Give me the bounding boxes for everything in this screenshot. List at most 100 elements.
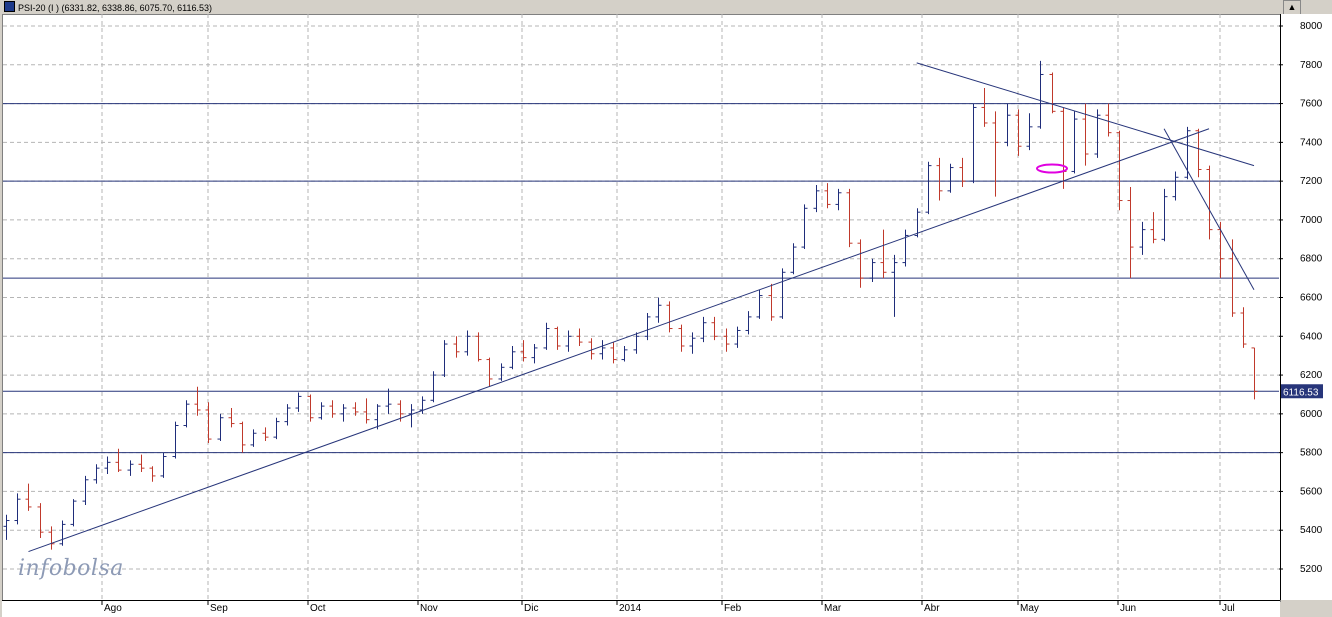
ohlc-bar xyxy=(318,402,325,420)
y-tick-label: 5400 xyxy=(1300,525,1323,536)
ohlc-bar xyxy=(1116,130,1123,211)
ohlc-bar xyxy=(104,456,111,474)
ohlc-bar xyxy=(734,326,741,348)
ohlc-bar xyxy=(127,460,134,476)
ohlc-bar xyxy=(531,344,538,364)
ohlc-bar xyxy=(475,332,482,362)
ohlc-bar xyxy=(835,188,842,211)
ohlc-bar xyxy=(869,258,876,282)
trendline-support xyxy=(28,128,1210,553)
x-tick-label: 2014 xyxy=(619,603,642,614)
ohlc-bar xyxy=(1240,307,1247,348)
ohlc-bar xyxy=(205,402,212,443)
ohlc-bar xyxy=(959,157,966,187)
ohlc-bar xyxy=(1127,186,1134,279)
ohlc-bar xyxy=(160,452,167,478)
ohlc-bar xyxy=(453,336,460,358)
x-axis xyxy=(2,600,1280,617)
x-tick-label: Abr xyxy=(924,603,940,614)
ohlc-bar xyxy=(599,340,606,360)
ohlc-bar xyxy=(756,289,763,319)
ohlc-bar xyxy=(1060,107,1067,189)
x-tick-label: Mar xyxy=(824,603,842,614)
ohlc-bar xyxy=(3,514,10,540)
ohlc-bar xyxy=(813,185,820,213)
ohlc-bar xyxy=(1150,212,1157,244)
ohlc-bar xyxy=(655,297,662,323)
trendline-short-term xyxy=(1163,128,1255,290)
ohlc-bar xyxy=(711,316,718,341)
ohlc-bar xyxy=(295,392,302,412)
ohlc-bar xyxy=(217,413,224,442)
ohlc-bar xyxy=(284,404,291,426)
ohlc-bar xyxy=(678,324,685,352)
ohlc-bar xyxy=(700,316,707,343)
ohlc-bar xyxy=(565,330,572,352)
ohlc-bar xyxy=(172,421,179,459)
ohlc-bar xyxy=(1037,60,1044,129)
y-tick-label: 6600 xyxy=(1300,293,1323,304)
y-tick-label: 6200 xyxy=(1300,370,1323,381)
ohlc-bar xyxy=(1071,111,1078,174)
ohlc-bar xyxy=(93,464,100,484)
y-tick-label: 7200 xyxy=(1300,176,1323,187)
ohlc-bar xyxy=(1172,171,1179,201)
chart-icon xyxy=(4,1,15,12)
ohlc-bar xyxy=(82,475,89,506)
trendline-resistance xyxy=(916,62,1255,167)
ohlc-bar xyxy=(779,268,786,319)
ohlc-bar xyxy=(273,417,280,440)
ohlc-bar xyxy=(947,163,954,193)
ohlc-bar xyxy=(992,111,999,197)
ohlc-bar xyxy=(1251,347,1258,400)
y-tick-labels: 5200 5400 5600 5800 6000 6200 6400 6600 6800 7000… xyxy=(1279,21,1323,575)
ohlc-bar xyxy=(1206,165,1213,240)
ohlc-bar xyxy=(1195,128,1202,178)
ohlc-bar xyxy=(307,394,314,422)
ohlc-bar xyxy=(363,398,370,424)
ohlc-bar xyxy=(1015,109,1022,156)
plot-area[interactable] xyxy=(2,14,1281,602)
x-tick-label: Ago xyxy=(104,603,122,614)
y-tick-label: 6800 xyxy=(1300,254,1323,265)
ohlc-bar xyxy=(846,188,853,248)
ohlc-bar xyxy=(1082,103,1089,166)
x-tick-labels: Ago Sep Oct Nov Dic 2014 Feb Mar Abr May Jun Jul xyxy=(101,600,1235,614)
ohlc-bar xyxy=(1105,103,1112,137)
grid xyxy=(3,14,1279,600)
ohlc-bar xyxy=(644,313,651,341)
chart-title-bar: PSI-20 (I ) (6331.82, 6338.86, 6075.70, … xyxy=(2,1,1282,14)
ohlc-bar xyxy=(768,283,775,321)
ohlc-bar xyxy=(194,386,201,416)
ohlc-bar xyxy=(48,526,55,550)
ohlc-bar xyxy=(352,402,359,416)
ohlc-bar xyxy=(430,371,437,403)
last-price-marker: 6116.53 xyxy=(1281,384,1323,399)
ohlc-bar xyxy=(723,328,730,352)
highlight-ellipse xyxy=(1036,163,1068,174)
ohlc-bar xyxy=(149,466,156,482)
chart-title: PSI-20 (I ) (6331.82, 6338.86, 6075.70, … xyxy=(18,3,212,13)
horizontal-levels xyxy=(3,103,1279,454)
ohlc-bar xyxy=(824,183,831,209)
ohlc-bar xyxy=(239,421,246,453)
y-tick-label: 5600 xyxy=(1300,486,1323,497)
ohlc-bar xyxy=(1049,72,1056,114)
ohlc-bar xyxy=(14,493,21,525)
ohlc-bar xyxy=(891,254,898,317)
ohlc-bar xyxy=(543,322,550,350)
x-tick-label: Jun xyxy=(1120,603,1136,614)
ohlc-bar xyxy=(666,301,673,333)
ohlc-bar xyxy=(970,103,977,184)
ohlc-bar xyxy=(745,311,752,335)
ohlc-bar xyxy=(262,427,269,442)
ohlc-bar xyxy=(902,229,909,267)
y-axis xyxy=(1280,14,1332,600)
ohlc-bar xyxy=(486,357,493,387)
ohlc-bar xyxy=(621,345,628,362)
ohlc-bar xyxy=(1004,103,1011,147)
last-price-box xyxy=(1281,384,1323,399)
ohlc-bar xyxy=(498,363,505,381)
